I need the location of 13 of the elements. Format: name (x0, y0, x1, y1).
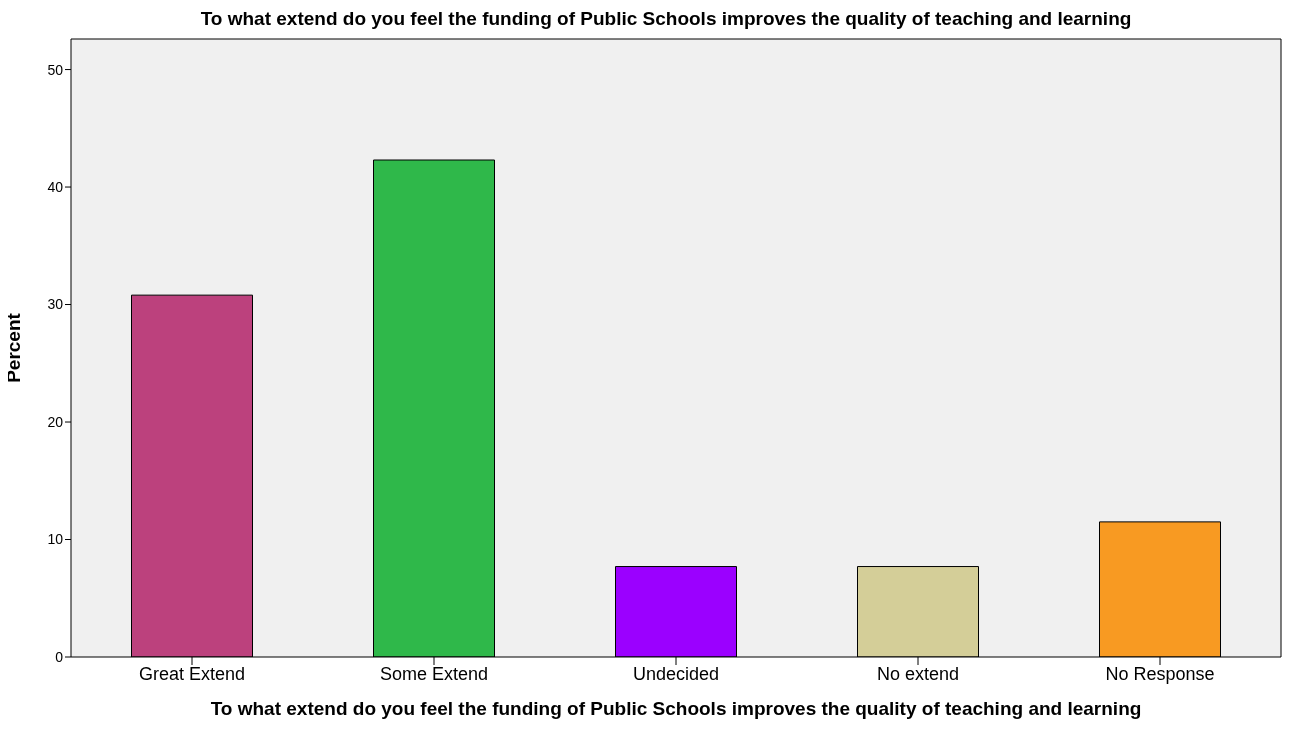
x-tick-label: No extend (876, 663, 960, 684)
x-axis-title: To what extend do you feel the funding of Public Schools improves the quality of teaching and learning (210, 698, 1142, 719)
x-tick-label: No Response (1105, 663, 1215, 684)
y-tick-label: 40 (47, 179, 64, 196)
chart-title: To what extend do you feel the funding of Public Schools improves the quality of teaching and learning (199, 8, 1133, 30)
y-tick-label: 50 (47, 61, 64, 78)
x-tick-label: Undecided (632, 663, 720, 684)
y-tick-label: 10 (47, 531, 64, 548)
x-tick-label: Great Extend (138, 663, 246, 684)
x-tick-label: Some Extend (379, 663, 489, 684)
y-tick-label: 0 (55, 648, 64, 665)
y-tick-label: 20 (47, 413, 64, 430)
y-tick-label: 30 (47, 296, 64, 313)
